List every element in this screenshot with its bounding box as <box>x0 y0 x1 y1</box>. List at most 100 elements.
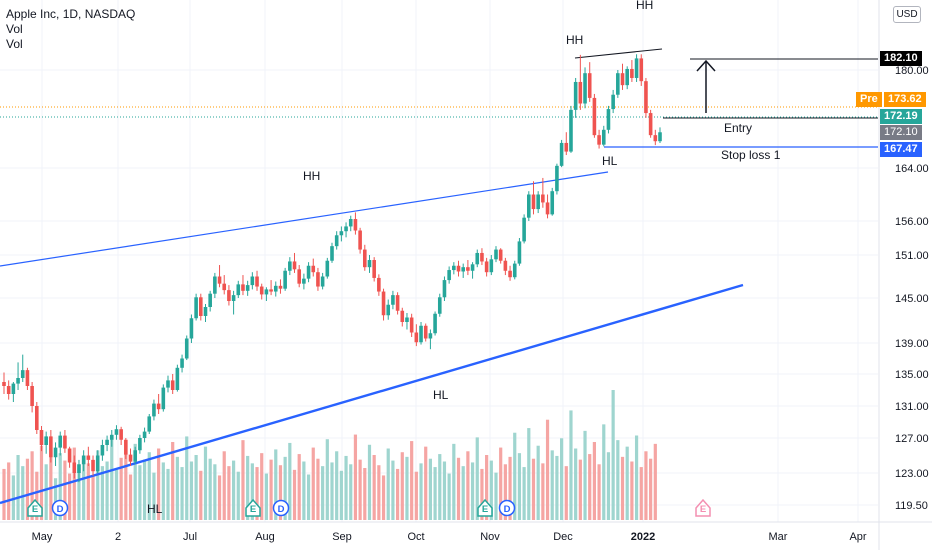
annotation-hh-mid[interactable]: HH <box>303 169 320 183</box>
candle <box>330 242 334 263</box>
candle <box>611 89 615 114</box>
price-axis-tick: 145.00 <box>895 293 929 305</box>
candle <box>100 439 105 461</box>
candle <box>475 249 480 268</box>
volume-bar <box>485 455 489 520</box>
chart-annotations: HH HH HH HL HL HL Entry Stop loss 1 <box>147 0 781 516</box>
candle <box>236 280 241 298</box>
earnings-marker[interactable]: E <box>477 498 493 517</box>
annotation-hh-peak[interactable]: HH <box>566 33 583 47</box>
annotation-hl-bottom[interactable]: HL <box>147 502 163 516</box>
volume-bar <box>611 390 615 520</box>
candle <box>644 77 648 118</box>
volume-bar <box>396 468 400 520</box>
volume-bar <box>21 466 25 520</box>
candle <box>292 252 297 273</box>
volume-bar <box>475 437 479 520</box>
event-marker-label: D <box>504 504 511 515</box>
time-axis[interactable]: May 2 Jul Aug Sep Oct Nov Dec 2022 Mar Apr <box>0 521 932 543</box>
candle <box>634 54 639 82</box>
volume-bar <box>574 448 578 520</box>
candle <box>30 382 34 413</box>
volume-bar <box>517 453 522 520</box>
entry-price-tag: 172.10 <box>880 125 922 140</box>
price-axis-tick: 119.50 <box>895 500 928 512</box>
volume-bar <box>391 460 395 520</box>
candle <box>522 214 526 244</box>
earnings-marker[interactable]: E <box>695 498 711 517</box>
annotation-stop-loss[interactable]: Stop loss 1 <box>721 148 781 162</box>
currency-button[interactable]: USD <box>893 6 921 23</box>
last-price-tag: 172.19 <box>880 109 922 124</box>
candle <box>489 255 494 276</box>
volume-bar <box>583 430 587 520</box>
symbol-title[interactable]: Apple Inc, 1D, NASDAQ <box>6 7 136 21</box>
price-axis[interactable]: 180.00 164.00 156.00 151.00 145.00 139.00 135.… <box>878 0 929 550</box>
candle <box>419 322 423 345</box>
volume-bar <box>7 462 11 520</box>
dividend-marker[interactable]: D <box>498 499 516 517</box>
volume-bar <box>433 467 437 520</box>
volume-bar <box>330 462 334 520</box>
earnings-marker[interactable]: E <box>245 498 261 517</box>
volume-bar <box>466 451 470 520</box>
volume-bar <box>349 464 353 520</box>
candle <box>175 364 180 392</box>
volume-bar <box>644 451 648 520</box>
candle <box>559 139 564 168</box>
candle <box>16 362 20 390</box>
candle <box>409 313 414 337</box>
event-marker-label: D <box>278 504 285 515</box>
candle <box>583 67 587 109</box>
volume-bar <box>367 444 372 520</box>
hl-lower-trendline[interactable] <box>0 283 744 505</box>
earnings-marker[interactable]: E <box>27 498 43 517</box>
dividend-marker[interactable]: D <box>51 499 69 517</box>
candle <box>494 246 498 263</box>
volume-bar <box>274 449 278 520</box>
peak-connector-line[interactable] <box>574 48 663 59</box>
candle <box>72 455 77 479</box>
candle <box>344 222 348 238</box>
hh-upper-trendline[interactable] <box>0 171 609 267</box>
candle <box>367 255 372 273</box>
volume-bar <box>470 462 475 520</box>
candle <box>630 60 634 82</box>
trendlines[interactable] <box>0 48 744 505</box>
candle <box>81 450 86 472</box>
candle <box>555 163 559 195</box>
time-axis-tick: Dec <box>553 531 573 543</box>
volume-bar <box>377 465 381 520</box>
annotation-hh-top[interactable]: HH <box>636 0 653 12</box>
candle <box>452 262 456 275</box>
candle <box>217 265 222 288</box>
volume-bar <box>447 473 451 520</box>
candle <box>203 304 208 322</box>
candle <box>456 260 461 277</box>
candle <box>433 311 437 336</box>
volume-bar <box>236 471 240 520</box>
candle <box>325 257 330 279</box>
annotation-hl-trend[interactable]: HL <box>433 388 449 402</box>
candle <box>245 280 250 296</box>
annotation-entry[interactable]: Entry <box>724 121 752 135</box>
candle <box>569 105 573 153</box>
volume-indicator-2[interactable]: Vol <box>6 37 23 51</box>
annotation-hl-dec[interactable]: HL <box>602 154 618 168</box>
candle <box>348 215 353 232</box>
price-candles <box>2 54 662 483</box>
time-axis-tick: Jul <box>183 531 197 543</box>
candle <box>114 425 119 440</box>
volume-indicator-1[interactable]: Vol <box>6 22 23 36</box>
candle <box>377 274 381 296</box>
candle <box>6 380 11 400</box>
volume-bar <box>35 471 39 520</box>
volume-bar <box>494 472 498 520</box>
volume-bar <box>128 474 133 520</box>
candle <box>437 293 442 317</box>
volume-bar <box>424 446 428 520</box>
volume-bar <box>344 455 348 520</box>
dividend-marker[interactable]: D <box>272 499 290 517</box>
